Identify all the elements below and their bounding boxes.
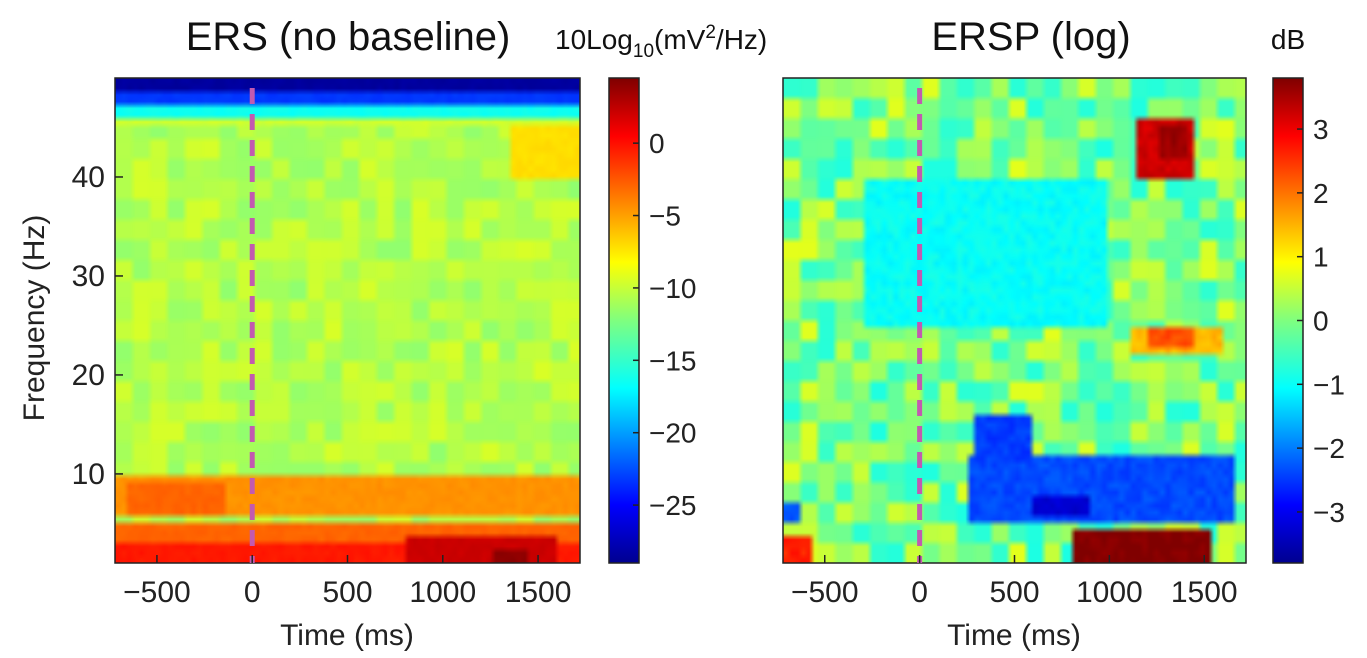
ersp-x-axis-label: Time (ms) [947, 619, 1081, 652]
ers-colorbar-ticks: 0 −5 −10 −15 −20 −25 [633, 128, 697, 521]
ersp-x-ticks: −500 0 500 1000 1500 [791, 555, 1238, 609]
ersp-x-tick-label: 500 [989, 576, 1039, 609]
ers-y-tick-label: 30 [72, 260, 105, 293]
ers-title: ERS (no baseline) [186, 15, 511, 59]
ersp-panel: ERSP (log) −500 0 500 1000 1500 Time (ms) 3 2… [782, 15, 1345, 652]
ersp-colorbar-ticks: 3 2 1 0 −1 −2 −3 [1297, 114, 1345, 528]
ersp-x-tick-label: 1500 [1171, 576, 1238, 609]
ers-x-tick-label: 1500 [505, 576, 572, 609]
ersp-heatmap-image [783, 78, 1246, 563]
ersp-x-tick-label: −500 [791, 576, 859, 609]
ers-colorbar-label-base: 10Log [555, 24, 633, 55]
ers-colorbar-tick-label: −25 [649, 490, 697, 521]
ers-colorbar [608, 77, 640, 564]
ers-y-tick-label: 20 [72, 359, 105, 392]
ers-y-tick-label: 40 [72, 161, 105, 194]
ers-x-tick-label: 0 [244, 576, 261, 609]
ers-y-tick-label: 10 [72, 458, 105, 491]
ersp-colorbar-tick-label: 1 [1313, 242, 1329, 273]
ers-heatmap-image [115, 78, 580, 563]
ersp-colorbar-tick-label: −1 [1313, 369, 1345, 400]
ers-colorbar-label-sup: 2 [705, 22, 716, 43]
ers-colorbar-label: 10Log10(mV2/Hz) [555, 22, 767, 62]
ers-x-tick-label: 1000 [409, 576, 476, 609]
ers-colorbar-tick-label: −10 [649, 273, 697, 304]
ersp-x-tick-label: 1000 [1076, 576, 1143, 609]
ers-x-axis-label: Time (ms) [280, 619, 414, 652]
ers-x-tick-label: 500 [322, 576, 372, 609]
ers-x-tick-label: −500 [123, 576, 191, 609]
ersp-x-tick-label: 0 [911, 576, 928, 609]
ersp-colorbar-label: dB [1271, 24, 1305, 55]
ers-colorbar-label-mid: (mV [654, 24, 706, 55]
ers-colorbar-tick-label: −5 [649, 201, 681, 232]
ersp-colorbar-tick-label: −3 [1313, 497, 1345, 528]
ers-colorbar-label-end: /Hz) [716, 24, 767, 55]
ers-colorbar-label-sub: 10 [633, 41, 654, 62]
ersp-colorbar-tick-label: −2 [1313, 433, 1345, 464]
ersp-title: ERSP (log) [931, 15, 1130, 59]
ers-panel: ERS (no baseline) −500 0 500 1000 1500 10203… [18, 15, 767, 652]
ers-x-ticks: −500 0 500 1000 1500 [123, 555, 571, 609]
ersp-colorbar-tick-label: 0 [1313, 306, 1329, 337]
ersp-colorbar-tick-label: 2 [1313, 178, 1329, 209]
ers-y-axis-label: Frequency (Hz) [18, 215, 51, 422]
ers-colorbar-tick-label: −20 [649, 418, 697, 449]
ersp-colorbar-tick-label: 3 [1313, 114, 1329, 145]
ers-colorbar-tick-label: −15 [649, 345, 697, 376]
ers-colorbar-tick-label: 0 [649, 128, 665, 159]
ers-y-ticks: 10 20 30 40 [72, 161, 123, 491]
